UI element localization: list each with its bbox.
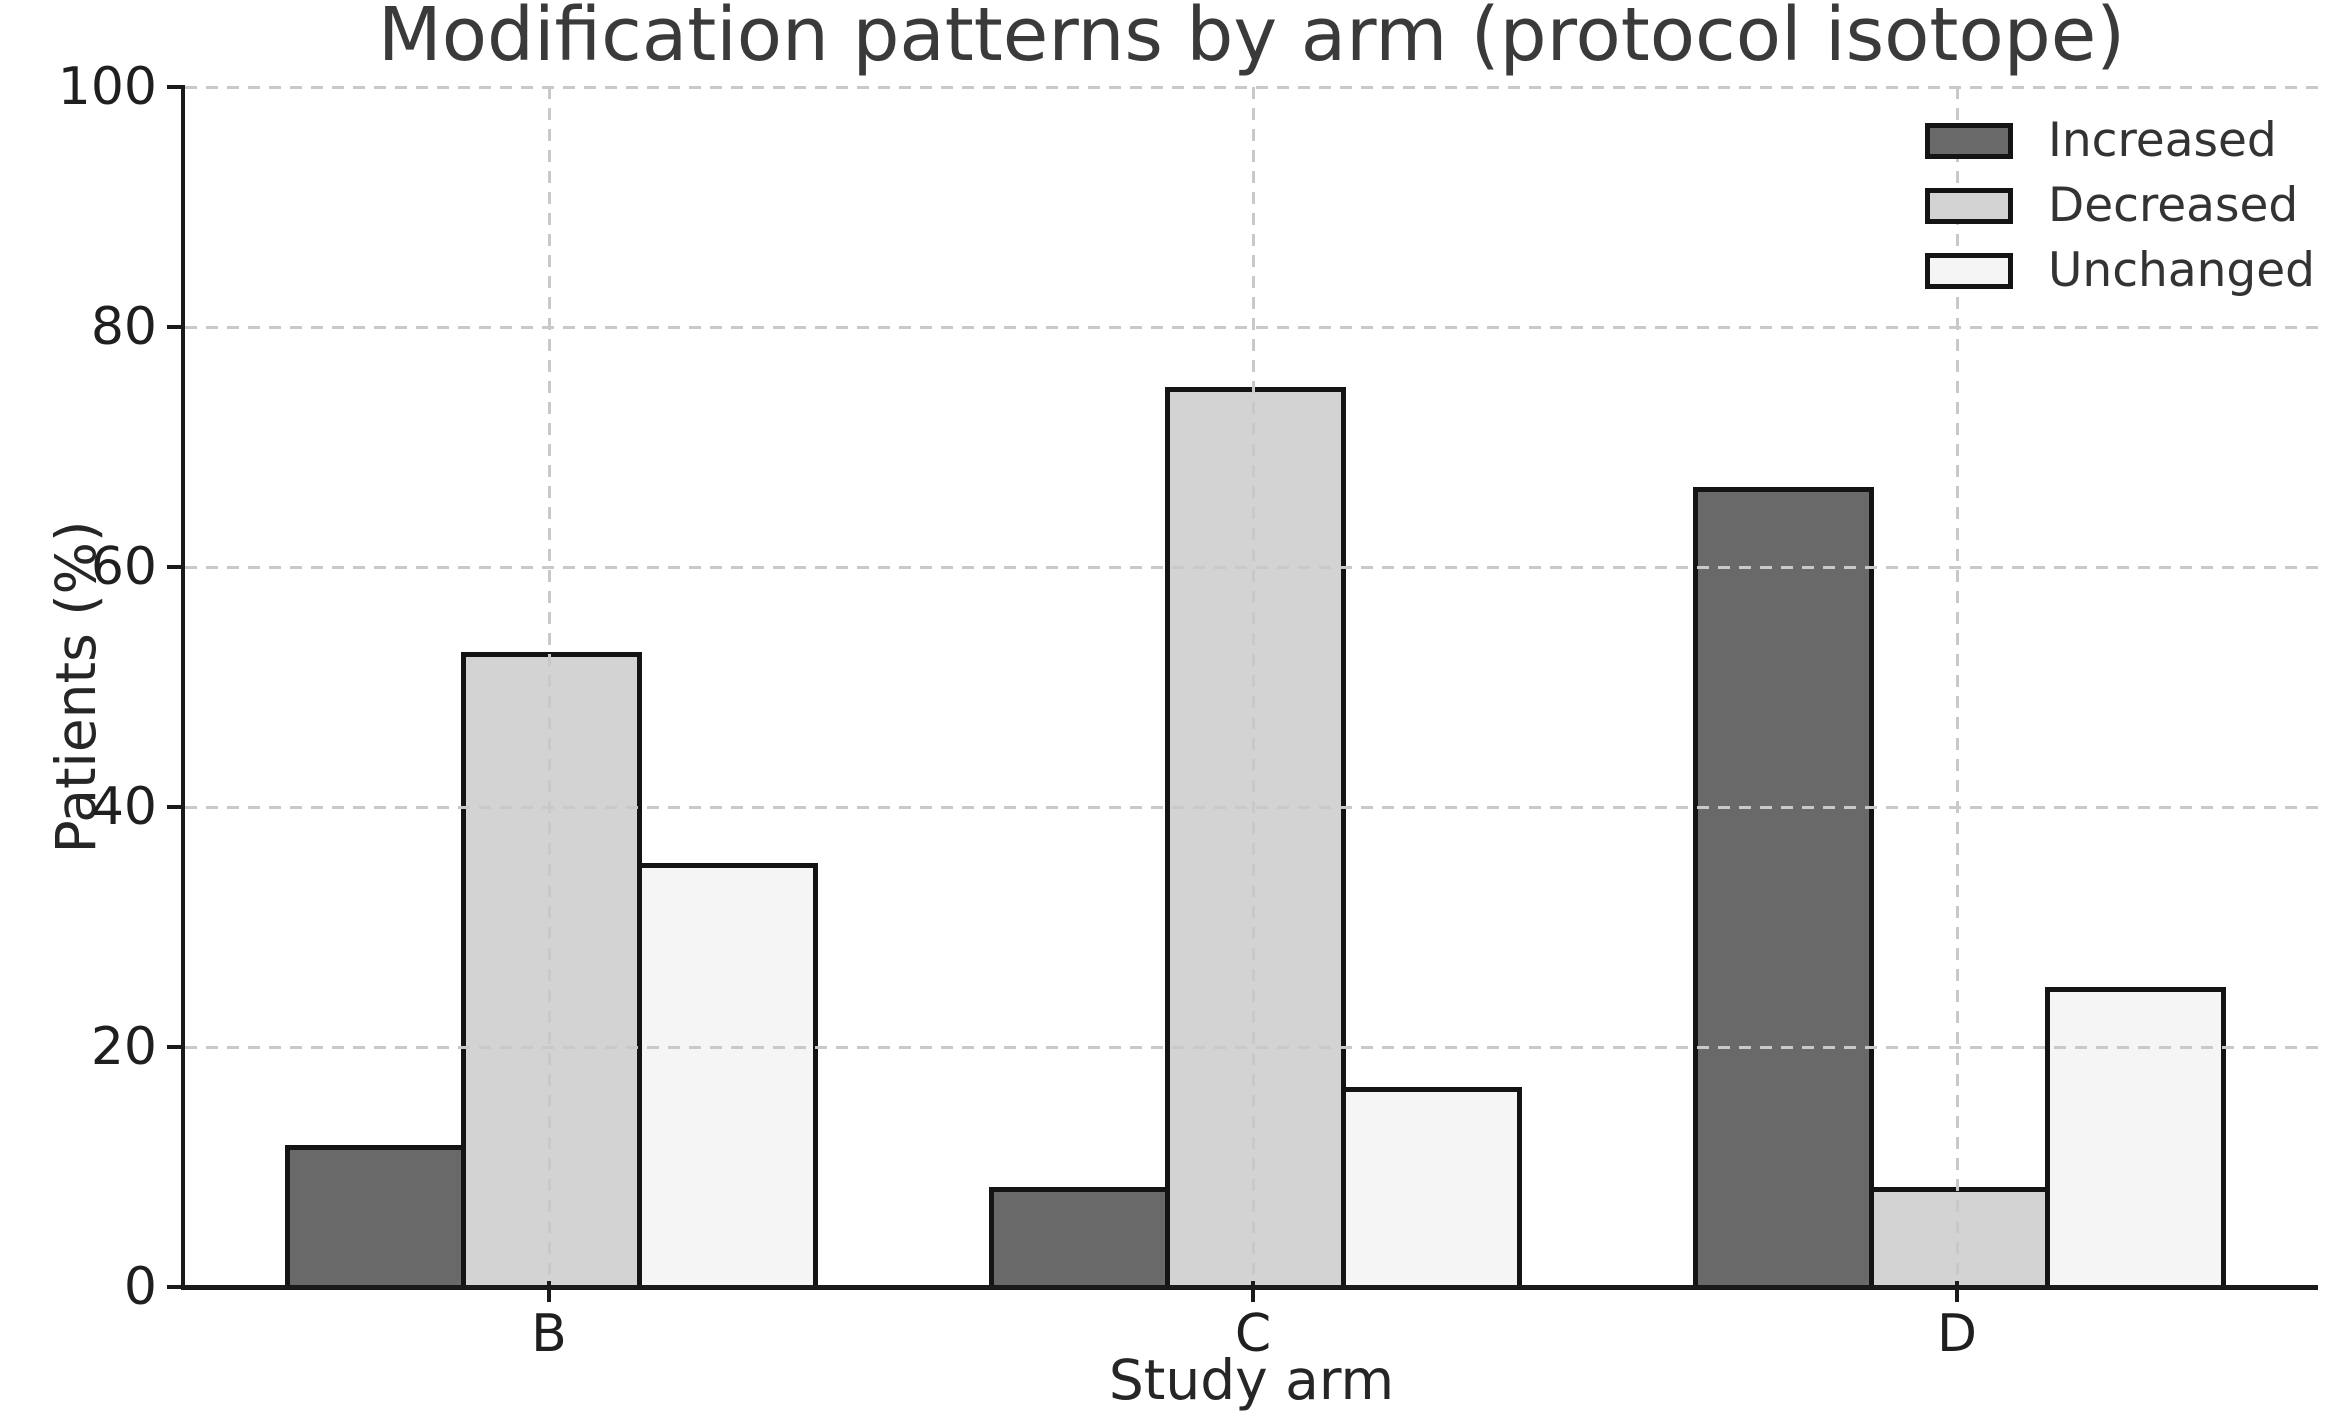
bar-C-increased [989,1187,1170,1289]
x-axis-spine [181,1285,2318,1290]
legend-item-increased: Increased [1925,108,2315,173]
legend-label-unchanged: Unchanged [2048,243,2315,298]
x-tick-D [1955,1281,1959,1302]
chart-title: Modification patterns by arm (protocol i… [377,0,2126,78]
v-gridline-B [547,87,551,1287]
bar-D-unchanged [2045,987,2226,1289]
x-tick-label-B: B [531,1304,567,1364]
y-tick-label-0: 0 [123,1257,157,1317]
legend-item-unchanged: Unchanged [1925,238,2315,303]
y-tick-label-100: 100 [57,57,157,117]
bar-C-unchanged [1341,1086,1522,1289]
legend: Increased Decreased Unchanged [1925,108,2315,303]
bar-B-unchanged [637,863,818,1289]
legend-label-increased: Increased [2048,113,2277,168]
legend-swatch-unchanged [1925,252,2013,289]
y-tick-40 [167,805,185,809]
legend-swatch-decreased [1925,187,2013,224]
x-tick-C [1251,1281,1255,1302]
y-tick-label-80: 80 [90,297,157,357]
v-gridline-C [1251,87,1255,1287]
legend-item-decreased: Decreased [1925,173,2315,238]
y-tick-100 [167,85,185,89]
y-tick-label-40: 40 [90,777,157,837]
y-tick-20 [167,1045,185,1049]
x-tick-B [547,1281,551,1302]
y-axis-spine [181,85,185,1290]
bar-C-decreased [1165,387,1346,1289]
y-tick-60 [167,565,185,569]
bar-B-decreased [461,652,642,1289]
bar-D-increased [1693,486,1874,1289]
legend-label-decreased: Decreased [2048,178,2299,233]
y-tick-label-60: 60 [90,537,157,597]
y-tick-label-20: 20 [90,1017,157,1077]
x-tick-label-D: D [1936,1304,1978,1364]
x-tick-label-C: C [1234,1304,1272,1364]
v-gridline-D [1955,87,1959,1287]
legend-swatch-increased [1925,122,2013,159]
bar-B-increased [285,1145,466,1289]
y-tick-0 [167,1285,185,1289]
y-tick-80 [167,325,185,329]
x-axis-label: Study arm [1108,1348,1395,1412]
bar-D-decreased [1869,1187,2050,1289]
